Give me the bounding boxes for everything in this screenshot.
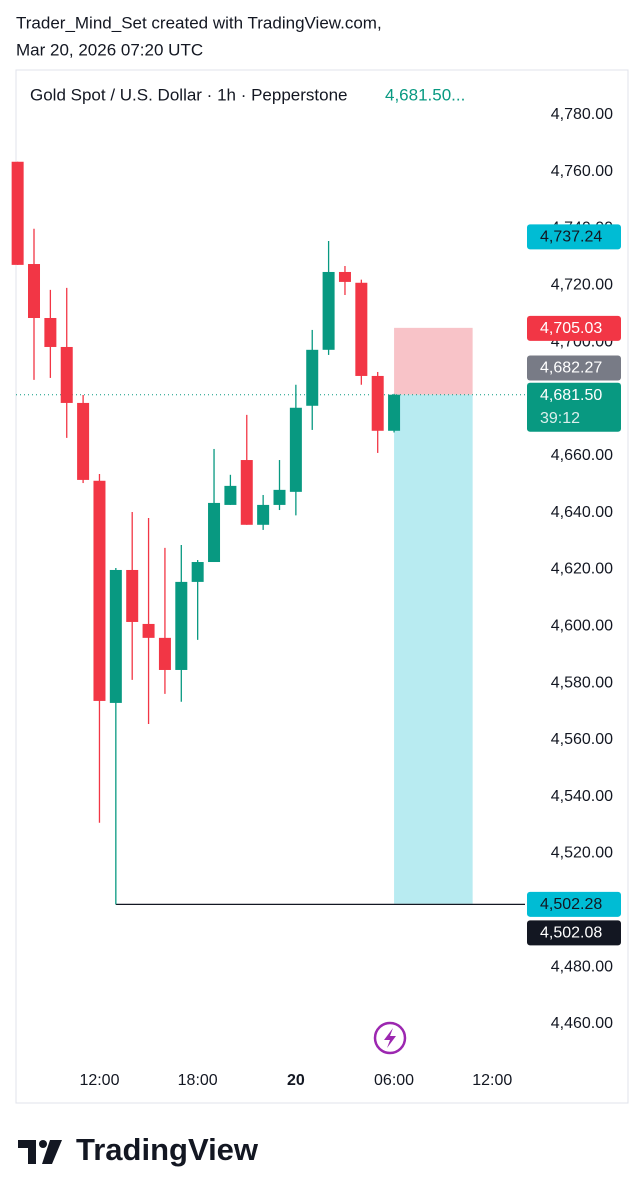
candle-body bbox=[371, 375, 384, 431]
target-zone bbox=[394, 394, 473, 904]
candle-body bbox=[191, 562, 204, 582]
price-badge-label: 4,502.28 bbox=[540, 896, 602, 913]
price-badge-label: 4,502.08 bbox=[540, 925, 602, 942]
candle-body bbox=[224, 485, 237, 505]
x-tick-label: 06:00 bbox=[374, 1072, 414, 1089]
candle-body bbox=[77, 402, 90, 480]
candle-body bbox=[44, 317, 57, 347]
price-badge bbox=[527, 891, 621, 917]
candle-body bbox=[273, 489, 286, 505]
y-tick-label: 4,580.00 bbox=[551, 674, 613, 691]
y-tick-label: 4,720.00 bbox=[551, 277, 613, 294]
y-tick-label: 4,600.00 bbox=[551, 617, 613, 634]
candle-body bbox=[355, 282, 368, 376]
candle-body bbox=[289, 407, 302, 492]
countdown: 39:12 bbox=[540, 410, 580, 427]
candle-body bbox=[338, 271, 351, 282]
candle-body bbox=[28, 264, 41, 318]
x-tick-label: 18:00 bbox=[178, 1072, 218, 1089]
candle-body bbox=[126, 569, 139, 622]
lightning-icon[interactable] bbox=[373, 1021, 407, 1055]
price-badge bbox=[527, 920, 621, 946]
chart-title: Gold Spot / U.S. Dollar · 1h · Peppersto… bbox=[30, 85, 348, 104]
y-tick-label: 4,520.00 bbox=[551, 845, 613, 862]
x-tick-label: 12:00 bbox=[79, 1072, 119, 1089]
y-tick-label: 4,560.00 bbox=[551, 731, 613, 748]
y-tick-label: 4,620.00 bbox=[551, 561, 613, 578]
price-badge bbox=[527, 382, 621, 432]
stop-zone bbox=[394, 327, 473, 395]
candle-body bbox=[11, 161, 24, 265]
y-tick-label: 4,760.00 bbox=[551, 163, 613, 180]
y-tick-label: 4,460.00 bbox=[551, 1015, 613, 1032]
candle-body bbox=[257, 504, 270, 525]
legend-price: 4,681.50... bbox=[385, 85, 465, 104]
candle-body bbox=[158, 637, 171, 670]
header-line: Trader_Mind_Set created with TradingView… bbox=[16, 13, 382, 32]
candle-body bbox=[240, 460, 253, 525]
candle-body bbox=[306, 349, 319, 406]
price-badge-label: 4,737.24 bbox=[540, 229, 602, 246]
brand-logo bbox=[18, 1140, 62, 1164]
chart-frame bbox=[15, 69, 629, 1104]
candle-body bbox=[388, 394, 401, 431]
y-tick-label: 4,780.00 bbox=[551, 106, 613, 123]
price-badge bbox=[527, 315, 621, 341]
brand-name: TradingView bbox=[76, 1132, 259, 1167]
y-tick-label: 4,640.00 bbox=[551, 504, 613, 521]
candle-body bbox=[142, 623, 155, 638]
x-tick-label: 12:00 bbox=[472, 1072, 512, 1089]
x-tick-label: 20 bbox=[287, 1072, 305, 1089]
header-line: Mar 20, 2026 07:20 UTC bbox=[16, 40, 203, 59]
candle-body bbox=[208, 502, 221, 563]
y-tick-label: 4,480.00 bbox=[551, 958, 613, 975]
price-badge bbox=[527, 224, 621, 250]
price-badge-label: 4,705.03 bbox=[540, 320, 602, 337]
candle-body bbox=[60, 346, 73, 403]
price-badge-label: 4,681.50 bbox=[540, 387, 602, 404]
candle-body bbox=[322, 271, 335, 350]
candle-body bbox=[93, 480, 106, 701]
y-tick-label: 4,660.00 bbox=[551, 447, 613, 464]
candle-body bbox=[109, 569, 122, 703]
y-tick-label: 4,540.00 bbox=[551, 788, 613, 805]
price-badge bbox=[527, 355, 621, 381]
candle-body bbox=[175, 581, 188, 670]
price-badge-label: 4,682.27 bbox=[540, 360, 602, 377]
